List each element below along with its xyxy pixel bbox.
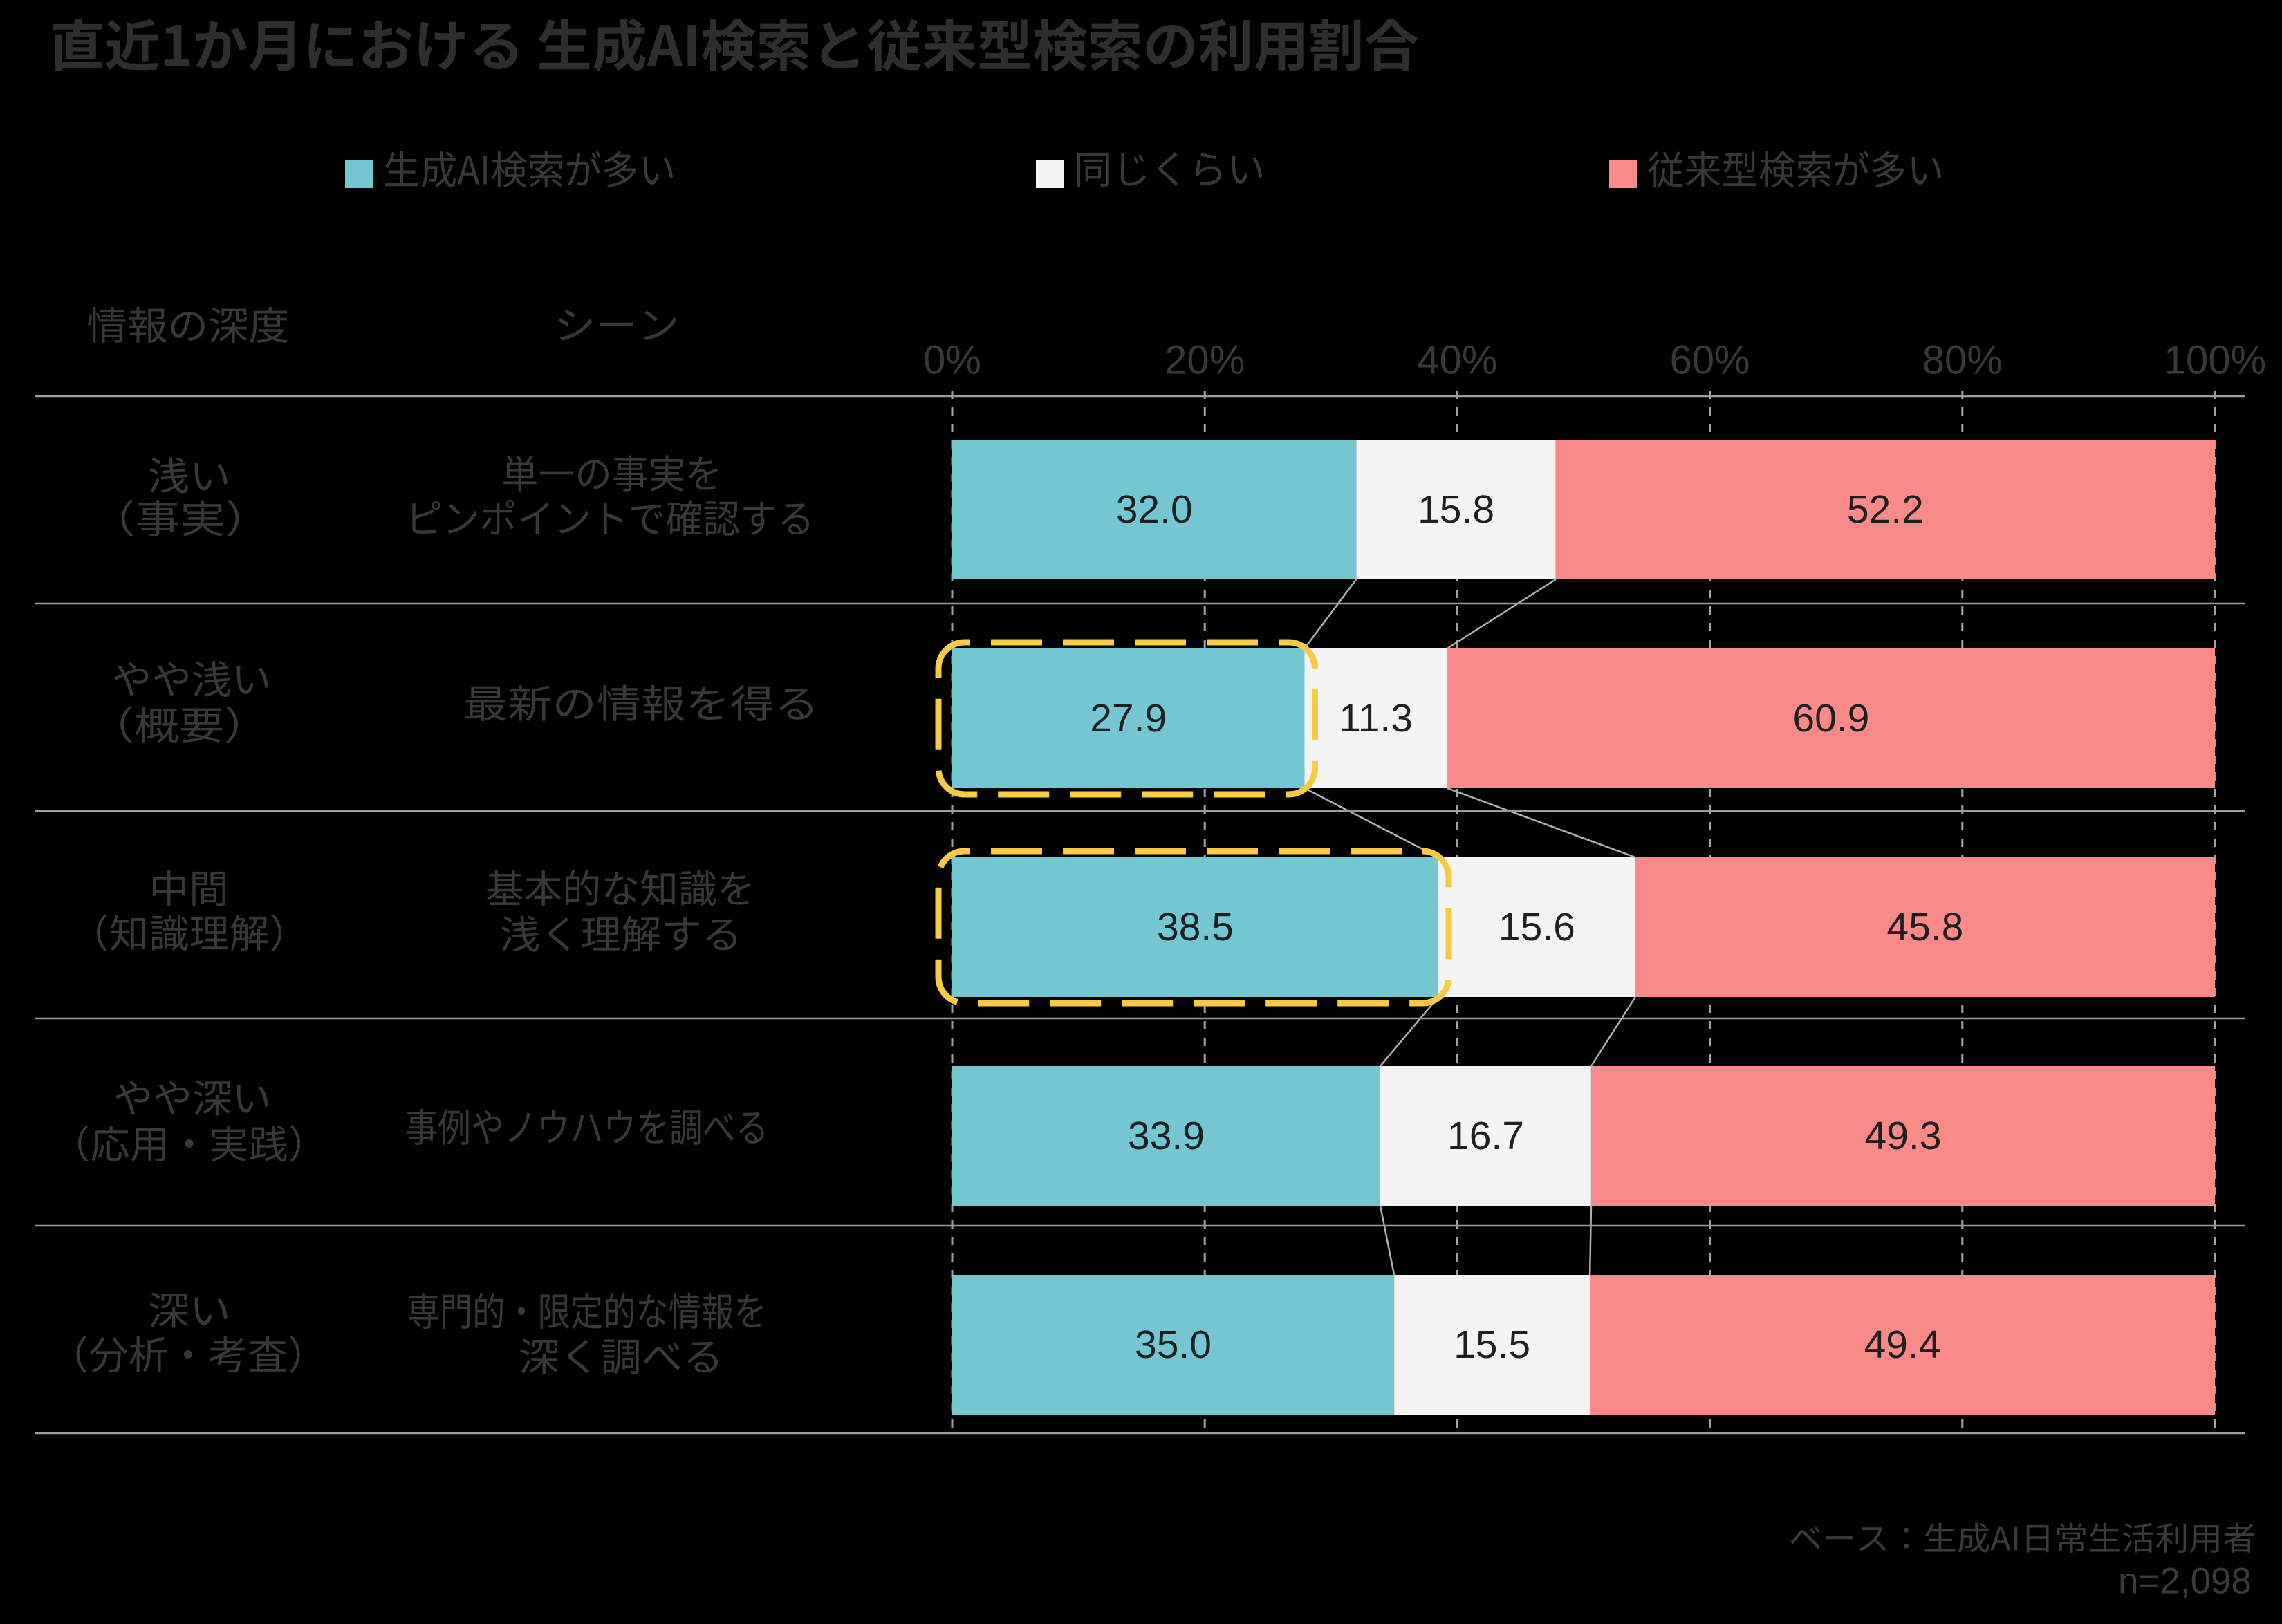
- svg-text:0%: 0%: [923, 338, 981, 383]
- svg-text:15.6: 15.6: [1499, 905, 1575, 949]
- svg-text:n=2,098: n=2,098: [2118, 1561, 2252, 1602]
- svg-text:45.8: 45.8: [1886, 905, 1963, 949]
- svg-text:40%: 40%: [1417, 338, 1497, 383]
- svg-text:32.0: 32.0: [1116, 487, 1193, 532]
- svg-text:15.5: 15.5: [1454, 1323, 1530, 1367]
- svg-text:80%: 80%: [1922, 338, 2003, 383]
- svg-text:60%: 60%: [1670, 338, 1750, 383]
- svg-text:49.4: 49.4: [1864, 1323, 1941, 1367]
- svg-text:52.2: 52.2: [1847, 487, 1924, 532]
- svg-text:16.7: 16.7: [1447, 1114, 1524, 1158]
- svg-text:27.9: 27.9: [1090, 696, 1167, 740]
- svg-text:15.8: 15.8: [1418, 487, 1494, 532]
- svg-text:49.3: 49.3: [1865, 1114, 1942, 1158]
- svg-text:20%: 20%: [1165, 338, 1245, 383]
- svg-text:60.9: 60.9: [1792, 696, 1869, 740]
- svg-text:35.0: 35.0: [1135, 1323, 1212, 1367]
- svg-text:38.5: 38.5: [1157, 905, 1234, 949]
- svg-text:100%: 100%: [2164, 338, 2266, 383]
- svg-text:11.3: 11.3: [1339, 696, 1413, 740]
- svg-text:33.9: 33.9: [1128, 1114, 1205, 1158]
